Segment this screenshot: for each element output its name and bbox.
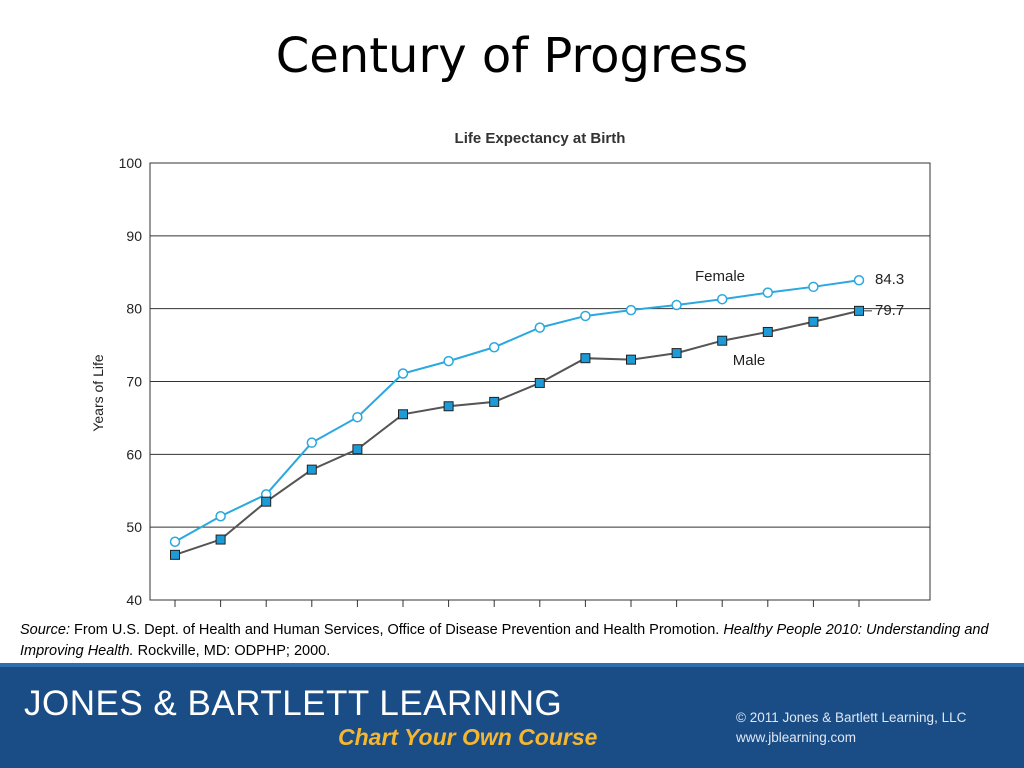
female-point <box>443 355 454 367</box>
source-rest: Rockville, MD: ODPHP; 2000. <box>133 643 331 659</box>
y-axis-label: Years of Life <box>90 354 106 432</box>
male-point <box>808 316 819 327</box>
male-point <box>261 496 272 507</box>
female-line <box>174 279 860 543</box>
y-tick-labels: 100 90 80 70 60 50 40 <box>119 155 143 608</box>
male-point <box>215 534 226 545</box>
copyright-notice: © 2011 Jones & Bartlett Learning, LLC <box>736 710 967 725</box>
male-point <box>170 549 180 560</box>
y-tick-label-90: 90 <box>126 228 142 244</box>
female-point <box>625 304 637 316</box>
female-point <box>671 299 682 311</box>
female-point <box>534 322 546 333</box>
life-expectancy-chart: Life Expectancy at Birth Years of Life 1… <box>90 130 931 608</box>
male-point <box>626 354 636 365</box>
x-ticks <box>174 600 860 607</box>
female-point <box>580 310 591 322</box>
male-point <box>671 348 682 359</box>
female-point <box>215 510 226 522</box>
male-point <box>306 464 317 475</box>
female-point <box>853 275 865 286</box>
male-end-value-label: 79.7 <box>875 302 904 319</box>
male-point <box>762 326 773 337</box>
y-tick-label-40: 40 <box>126 592 142 608</box>
source-text: From U.S. Dept. of Health and Human Serv… <box>69 622 724 638</box>
female-point <box>306 437 318 448</box>
male-point <box>534 377 545 388</box>
y-tick-label-80: 80 <box>126 301 142 317</box>
female-point <box>762 287 774 298</box>
source-lead: Source: <box>20 622 70 638</box>
female-point <box>808 281 819 293</box>
plot-frame <box>149 162 931 601</box>
female-point <box>716 293 728 305</box>
female-point <box>169 536 181 547</box>
series-male <box>170 305 864 560</box>
male-point <box>443 401 454 412</box>
male-line <box>174 309 860 556</box>
series-layer <box>169 275 872 560</box>
male-point <box>717 335 728 346</box>
source-citation: Source: From U.S. Dept. of Health and Hu… <box>20 620 1010 662</box>
footer-banner <box>0 663 1024 768</box>
footer-rule <box>0 663 1024 667</box>
female-point <box>488 342 500 353</box>
publisher-logo-text: JONES & BARTLETT LEARNING <box>24 684 563 723</box>
male-series-label: Male <box>733 352 766 369</box>
source-publication: Healthy People 2010: Understanding and I… <box>20 622 989 659</box>
male-point <box>854 305 864 316</box>
publisher-tagline: Chart Your Own Course <box>338 724 598 750</box>
y-tick-label-50: 50 <box>126 519 142 535</box>
male-point <box>580 353 591 364</box>
female-point <box>352 411 363 423</box>
female-end-value-label: 84.3 <box>875 271 904 288</box>
series-female <box>169 275 865 547</box>
female-series-label: Female <box>695 268 745 285</box>
publisher-website: www.jblearning.com <box>736 730 857 745</box>
chart-title: Life Expectancy at Birth <box>455 130 626 147</box>
y-tick-label-60: 60 <box>126 446 142 462</box>
male-point <box>352 444 363 455</box>
y-tick-label-70: 70 <box>126 374 142 390</box>
male-point <box>398 409 408 420</box>
female-point <box>397 368 409 379</box>
male-point <box>489 396 500 407</box>
slide-title: Century of Progress <box>275 28 749 84</box>
y-tick-label-100: 100 <box>119 155 143 171</box>
